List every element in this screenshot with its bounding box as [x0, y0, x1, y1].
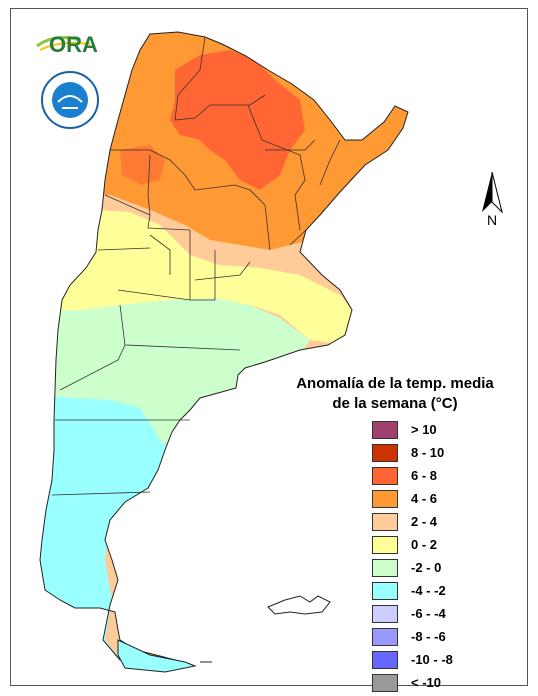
legend-swatch — [372, 650, 398, 669]
ora-logo: ORA — [36, 32, 98, 57]
legend-title-line2: de la semana (°C) — [332, 395, 458, 412]
province-boundaries — [51, 36, 341, 496]
legend-swatch — [372, 512, 398, 531]
legend-label: -4 - -2 — [411, 583, 446, 598]
legend-title: Anomalía de la temp. media de la semana … — [285, 374, 505, 414]
legend-swatch — [372, 673, 398, 692]
legend-item: -4 - -2 — [372, 579, 453, 602]
legend-item: 0 - 2 — [372, 533, 453, 556]
legend-swatch — [372, 558, 398, 577]
legend-item: > 10 — [372, 418, 453, 441]
legend-swatch — [372, 420, 398, 439]
legend-item: -10 - -8 — [372, 648, 453, 671]
legend-item: -2 - 0 — [372, 556, 453, 579]
north-label: N — [487, 212, 498, 228]
legend-label: -2 - 0 — [411, 560, 442, 575]
legend-title-line1: Anomalía de la temp. media — [296, 375, 494, 392]
legend-swatch — [372, 604, 398, 623]
legend-label: 8 - 10 — [411, 445, 445, 460]
legend-item: 6 - 8 — [372, 464, 453, 487]
legend-swatch — [372, 489, 398, 508]
legend-swatch — [372, 627, 398, 646]
north-arrow-icon — [482, 171, 503, 214]
legend-item: < -10 — [372, 671, 453, 694]
map-frame — [10, 8, 528, 686]
malvinas-islands — [267, 595, 331, 615]
legend-label: < -10 — [411, 675, 441, 690]
legend-label: 0 - 2 — [411, 537, 438, 552]
logo-text: ORA — [49, 32, 98, 57]
legend-item: -8 - -6 — [372, 625, 453, 648]
legend-label: 2 - 4 — [411, 514, 438, 529]
legend-swatch — [372, 443, 398, 462]
tierra-del-fuego — [117, 639, 197, 673]
legend: > 10 8 - 10 6 - 8 4 - 6 2 - 4 0 - 2 -2 - 0 -4 -… — [372, 418, 453, 694]
legend-item: 8 - 10 — [372, 441, 453, 464]
legend-swatch — [372, 466, 398, 485]
legend-item: -6 - -4 — [372, 602, 453, 625]
legend-label: > 10 — [411, 422, 437, 437]
smn-seal — [41, 71, 99, 129]
legend-label: 4 - 6 — [411, 491, 438, 506]
legend-label: -6 - -4 — [411, 606, 446, 621]
legend-item: 2 - 4 — [372, 510, 453, 533]
legend-label: -8 - -6 — [411, 629, 446, 644]
legend-swatch — [372, 535, 398, 554]
legend-item: 4 - 6 — [372, 487, 453, 510]
legend-swatch — [372, 581, 398, 600]
legend-label: -10 - -8 — [411, 652, 453, 667]
legend-label: 6 - 8 — [411, 468, 438, 483]
